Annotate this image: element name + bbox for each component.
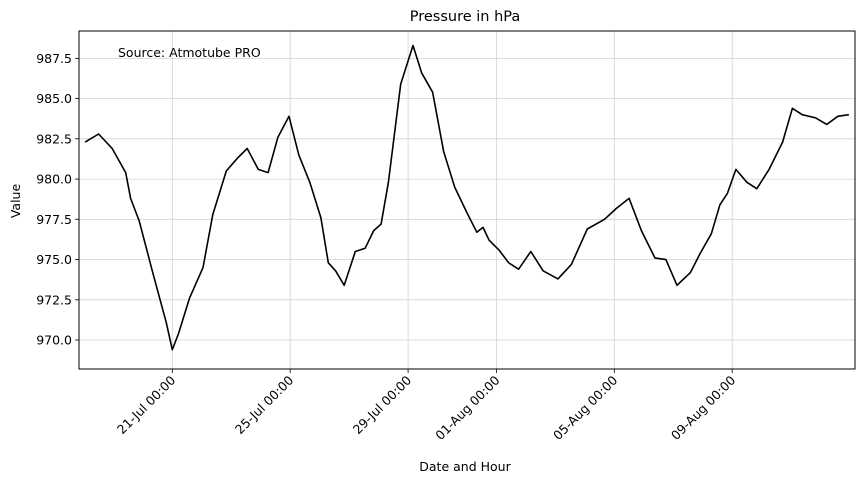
source-annotation: Source: Atmotube PRO	[118, 45, 261, 60]
y-tick-label: 975.0	[36, 252, 72, 267]
y-tick-label: 972.5	[36, 292, 72, 307]
series-layer	[84, 44, 850, 351]
y-axis-title: Value	[8, 184, 23, 219]
y-axis: 970.0 972.5 975.0 977.5 980.0 982.5 985.0 987.5	[36, 51, 79, 348]
y-tick-label: 985.0	[36, 91, 72, 106]
x-axis-title: Date and Hour	[419, 459, 511, 474]
y-tick-label: 977.5	[36, 212, 72, 227]
y-tick-label: 987.5	[36, 51, 72, 66]
pressure-series-line	[84, 44, 850, 351]
y-tick-label: 970.0	[36, 333, 72, 348]
chart-title: Pressure in hPa	[410, 9, 521, 25]
plot-frame	[78, 30, 856, 370]
y-tick-label: 982.5	[36, 131, 72, 146]
grid	[79, 31, 855, 369]
y-tick-label: 980.0	[36, 172, 72, 187]
